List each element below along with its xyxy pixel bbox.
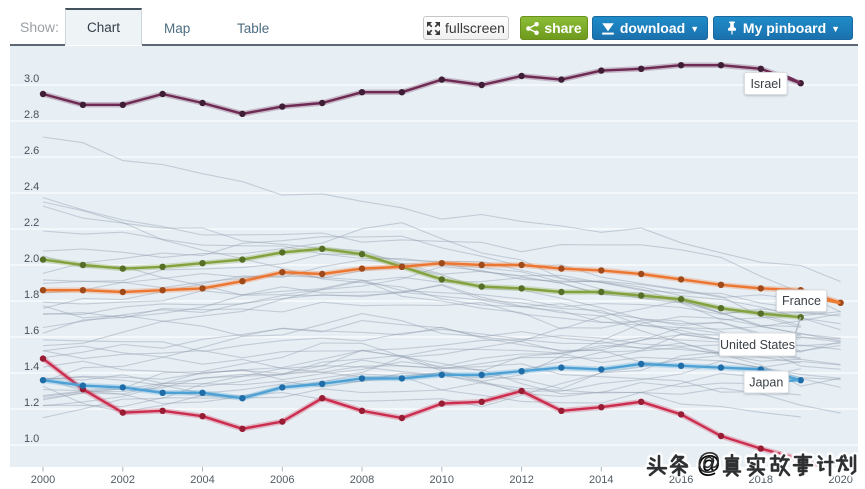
svg-text:2004: 2004 [190,474,214,486]
svg-text:2.2: 2.2 [24,217,39,229]
svg-text:Japan: Japan [749,376,783,390]
svg-text:2006: 2006 [270,474,294,486]
svg-text:2010: 2010 [430,474,454,486]
svg-text:United States: United States [720,338,795,352]
svg-text:2.0: 2.0 [24,253,39,265]
svg-text:2.8: 2.8 [24,109,39,121]
svg-text:2008: 2008 [350,474,374,486]
svg-text:2.6: 2.6 [24,145,39,157]
svg-text:1.8: 1.8 [24,289,39,301]
svg-text:France: France [782,294,821,308]
svg-text:2.4: 2.4 [24,181,39,193]
svg-text:1.2: 1.2 [24,397,39,409]
svg-text:2000: 2000 [31,474,55,486]
svg-text:2016: 2016 [669,474,693,486]
svg-text:1.6: 1.6 [24,325,39,337]
svg-text:3.0: 3.0 [24,73,39,85]
svg-text:@: @ [697,449,720,476]
svg-text:2002: 2002 [111,474,135,486]
svg-text:2012: 2012 [509,474,533,486]
svg-text:2020: 2020 [828,474,852,486]
svg-text:@: @ [697,452,720,479]
svg-text:1.0: 1.0 [24,433,39,445]
svg-text:2014: 2014 [589,474,613,486]
svg-text:1.4: 1.4 [24,361,39,373]
svg-text:Israel: Israel [750,77,781,91]
